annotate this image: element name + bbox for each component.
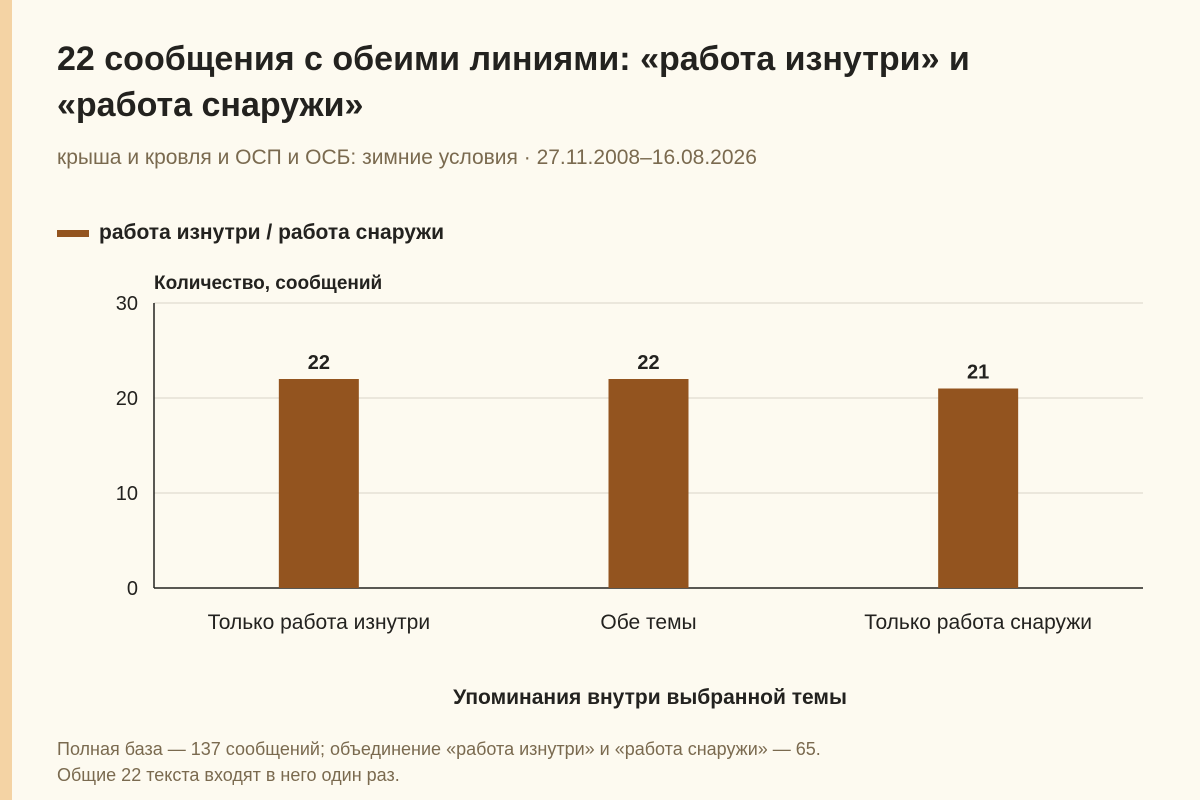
- footnote: Полная база — 137 сообщений; объединение…: [57, 736, 1157, 788]
- y-tick-label: 0: [127, 578, 138, 600]
- legend-swatch: [57, 229, 89, 237]
- y-tick-label: 30: [116, 293, 138, 315]
- x-axis-title: Упоминания внутри выбранной темы: [453, 686, 847, 709]
- bar-value-label: 21: [967, 362, 989, 384]
- y-tick-label: 10: [116, 483, 138, 505]
- bar: [938, 388, 1019, 588]
- chart-title: 22 сообщения с обеими линиями: «работа и…: [57, 40, 970, 124]
- bar-value-label: 22: [308, 352, 330, 374]
- accent-strip: [0, 0, 12, 800]
- y-axis-label: Количество, сообщений: [154, 273, 383, 294]
- y-tick-label: 20: [116, 388, 138, 410]
- legend-label: работа изнутри / работа снаружи: [99, 221, 444, 244]
- bar: [608, 379, 689, 588]
- x-tick-label: Только работа изнутри: [208, 611, 431, 634]
- legend: работа изнутри / работа снаружи: [57, 219, 444, 247]
- bar: [278, 379, 359, 588]
- footnote-line-1: Полная база — 137 сообщений; объединение…: [57, 739, 821, 759]
- chart-subtitle: крыша и кровля и ОСП и ОСБ: зимние услов…: [57, 146, 757, 169]
- footnote-line-2: Общие 22 текста входят в него один раз.: [57, 765, 400, 785]
- x-tick-label: Обе темы: [600, 611, 696, 634]
- bar-value-label: 22: [637, 352, 659, 374]
- x-tick-label: Только работа снаружи: [864, 611, 1092, 634]
